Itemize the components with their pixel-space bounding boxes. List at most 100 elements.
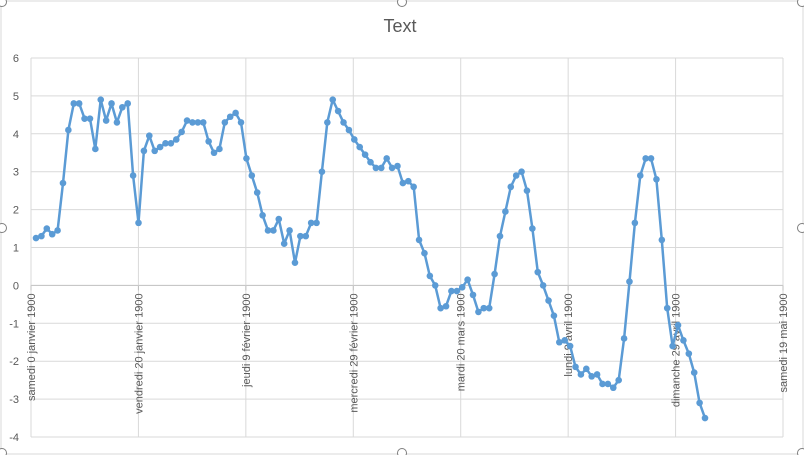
y-tick-label: 3 <box>13 167 19 179</box>
gridlines <box>30 57 784 438</box>
data-point <box>663 304 671 312</box>
data-point <box>183 117 191 124</box>
data-point <box>583 365 590 373</box>
data-point <box>259 211 266 219</box>
y-tick-label: 2 <box>13 205 19 217</box>
resize-handle[interactable] <box>397 0 407 7</box>
data-point <box>701 414 709 422</box>
x-axis-ticks: samedi 0 janvier 1900 vendredi 20 janvier… <box>26 293 790 413</box>
data-point <box>243 155 250 162</box>
data-point <box>253 189 261 196</box>
data-point <box>329 96 337 103</box>
data-point <box>65 126 72 134</box>
data-point <box>102 117 110 124</box>
data-point <box>502 208 509 215</box>
resize-handle[interactable] <box>0 448 7 455</box>
data-point <box>491 270 498 278</box>
data-point <box>367 158 374 166</box>
data-point <box>653 175 660 183</box>
data-point <box>313 219 320 227</box>
resize-handle[interactable] <box>0 0 7 7</box>
chart-title: Text <box>383 16 416 36</box>
data-point <box>480 304 488 312</box>
data-point <box>38 232 45 240</box>
data-point <box>426 272 434 280</box>
data-point <box>448 287 455 295</box>
x-tick-label: dimanche 29 avril 1900 <box>671 293 683 407</box>
y-tick-label: -1 <box>9 318 19 330</box>
data-point <box>75 100 83 107</box>
data-point <box>442 302 450 310</box>
x-tick-label: mercredi 29 février 1900 <box>348 293 360 412</box>
data-point <box>566 342 574 350</box>
data-point <box>119 103 126 111</box>
resize-handle[interactable] <box>0 223 7 233</box>
data-point <box>345 126 353 134</box>
data-point <box>512 172 520 179</box>
x-tick-label: jeudi 9 février 1900 <box>241 293 253 388</box>
data-point <box>496 232 504 240</box>
data-point <box>151 147 158 155</box>
data-point <box>92 145 99 153</box>
data-point <box>54 227 61 234</box>
data-point <box>210 149 218 157</box>
y-tick-label: 0 <box>13 280 19 292</box>
data-point <box>59 179 67 187</box>
data-point <box>113 119 121 126</box>
data-point <box>248 172 256 179</box>
data-point <box>291 259 299 266</box>
data-point <box>421 249 428 257</box>
data-point <box>324 119 331 126</box>
data-point <box>674 321 682 329</box>
data-point <box>475 308 482 316</box>
data-point <box>529 225 536 232</box>
data-point <box>221 119 229 126</box>
data-point <box>97 96 105 103</box>
data-point <box>172 136 180 143</box>
data-point <box>318 168 326 175</box>
data-point <box>167 139 175 147</box>
y-tick-label: 5 <box>13 91 19 103</box>
resize-handle[interactable] <box>797 223 804 233</box>
resize-handle[interactable] <box>797 0 804 7</box>
data-point <box>431 282 439 289</box>
x-tick-label: lundi 9 avril 1900 <box>563 293 575 376</box>
data-point <box>377 164 385 172</box>
data-point <box>108 100 115 107</box>
data-point <box>620 335 628 342</box>
y-tick-label: 6 <box>13 53 19 65</box>
data-point <box>599 380 606 388</box>
data-point <box>205 138 212 145</box>
data-point <box>48 230 56 238</box>
x-tick-label: samedi 0 janvier 1900 <box>26 293 38 401</box>
data-point <box>129 172 137 179</box>
data-point <box>458 283 466 291</box>
data-point <box>135 219 142 227</box>
x-tick-label: samedi 19 mai 1900 <box>778 293 790 392</box>
data-point <box>631 219 639 227</box>
data-point <box>81 115 88 122</box>
data-point <box>194 119 202 126</box>
data-point <box>199 119 207 126</box>
data-point <box>189 119 196 126</box>
resize-handle[interactable] <box>797 448 804 455</box>
data-point <box>361 151 369 158</box>
data-point <box>86 115 94 122</box>
data-point <box>556 338 563 346</box>
data-point <box>469 291 477 299</box>
data-point <box>604 380 612 388</box>
data-point <box>437 304 444 312</box>
data-point <box>178 128 185 136</box>
data-point <box>32 234 40 242</box>
data-point <box>216 145 223 153</box>
resize-handle[interactable] <box>397 448 407 455</box>
data-point <box>690 369 698 376</box>
data-point <box>399 179 407 187</box>
data-point <box>280 240 288 248</box>
data-point <box>226 113 234 121</box>
data-point <box>297 232 304 240</box>
data-point <box>464 276 471 284</box>
